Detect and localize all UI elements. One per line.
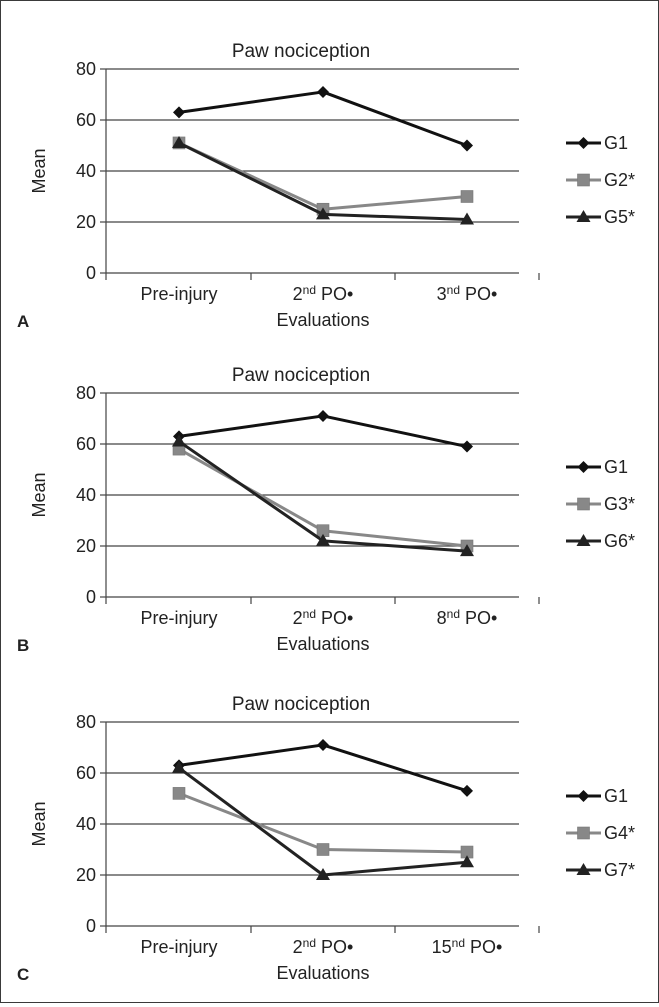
chart-title: Paw nociception: [232, 365, 370, 386]
panel-label: B: [17, 636, 29, 655]
x-tick-label: Pre-injury: [140, 608, 217, 628]
x-tick-label: 8nd PO•: [437, 607, 498, 628]
data-point: [172, 434, 186, 447]
data-point: [172, 787, 186, 800]
x-tick-label: 15nd PO•: [432, 936, 503, 957]
series-line-g1: [178, 743, 468, 793]
data-point: [173, 106, 185, 119]
series-line-g1: [178, 90, 468, 147]
x-tick-label: 2nd PO•: [293, 936, 354, 957]
legend-entry: G3*: [604, 494, 635, 514]
y-tick-label: 60: [76, 434, 96, 454]
y-tick-label: 60: [76, 763, 96, 783]
chart-panel-a: Paw nociception 0 20 40 60 80 Pre-injury 2nd PO…: [17, 41, 635, 331]
x-axis-label: Evaluations: [276, 310, 369, 330]
legend-entry: G1: [604, 133, 628, 153]
y-tick-label: 40: [76, 485, 96, 505]
data-point: [460, 855, 474, 868]
data-point: [317, 738, 329, 751]
data-point: [460, 190, 474, 203]
x-tick-label: Pre-injury: [140, 284, 217, 304]
data-point: [172, 135, 186, 148]
y-tick-label: 40: [76, 814, 96, 834]
chart-title: Paw nociception: [232, 41, 370, 62]
data-point: [461, 440, 473, 453]
x-tick-label: Pre-injury: [140, 937, 217, 957]
data-point: [461, 784, 473, 797]
data-point: [316, 843, 330, 856]
x-axis-label: Evaluations: [276, 634, 369, 654]
y-tick-label: 80: [76, 712, 96, 732]
legend-entry: G1: [604, 457, 628, 477]
data-point: [316, 868, 330, 880]
legend-marker: [577, 826, 590, 840]
data-point: [172, 760, 186, 773]
data-point: [317, 85, 329, 98]
y-tick-label: 40: [76, 161, 96, 181]
y-tick-label: 60: [76, 110, 96, 130]
x-tick-label: 2nd PO•: [293, 283, 354, 304]
x-tick-label: 2nd PO•: [293, 607, 354, 628]
y-tick-label: 20: [76, 212, 96, 232]
y-tick-label: 0: [86, 916, 96, 936]
y-axis-label: Mean: [29, 801, 49, 846]
legend-entry: G7*: [604, 860, 635, 880]
data-point: [317, 409, 329, 422]
y-tick-label: 20: [76, 865, 96, 885]
x-axis-label: Evaluations: [276, 963, 369, 983]
legend-entry: G6*: [604, 531, 635, 551]
data-point: [316, 207, 330, 220]
panel-label: A: [17, 312, 29, 331]
legend-marker: [577, 461, 590, 473]
panel-label: C: [17, 965, 29, 984]
y-axis-label: Mean: [29, 472, 49, 517]
legend-marker: [577, 790, 590, 802]
data-point: [460, 544, 474, 557]
chart-panel-c: Paw nociception 0 20 40 60 80 Pre-injury 2nd PO…: [17, 694, 635, 984]
series-line-g7: [178, 766, 468, 877]
legend-marker: [577, 137, 590, 149]
chart-title: Paw nociception: [232, 694, 370, 715]
legend-marker: [576, 534, 591, 546]
chart-panel-b: Paw nociception 0 20 40 60 80 Pre-injury 2nd PO…: [17, 365, 635, 655]
series-line-g2: [178, 141, 468, 211]
data-point: [460, 212, 474, 225]
y-tick-label: 0: [86, 587, 96, 607]
y-axis-label: Mean: [29, 148, 49, 193]
data-point: [316, 533, 330, 546]
legend-marker: [576, 863, 591, 875]
legend-marker: [576, 210, 591, 222]
legend-marker: [577, 173, 590, 187]
y-tick-label: 80: [76, 59, 96, 79]
y-tick-label: 80: [76, 383, 96, 403]
x-tick-label: 3nd PO•: [437, 283, 498, 304]
legend-entry: G4*: [604, 823, 635, 843]
legend-entry: G1: [604, 786, 628, 806]
y-tick-label: 20: [76, 536, 96, 556]
legend-marker: [577, 497, 590, 511]
legend-entry: G5*: [604, 207, 635, 227]
y-tick-label: 0: [86, 263, 96, 283]
data-point: [461, 139, 473, 152]
legend-entry: G2*: [604, 170, 635, 190]
